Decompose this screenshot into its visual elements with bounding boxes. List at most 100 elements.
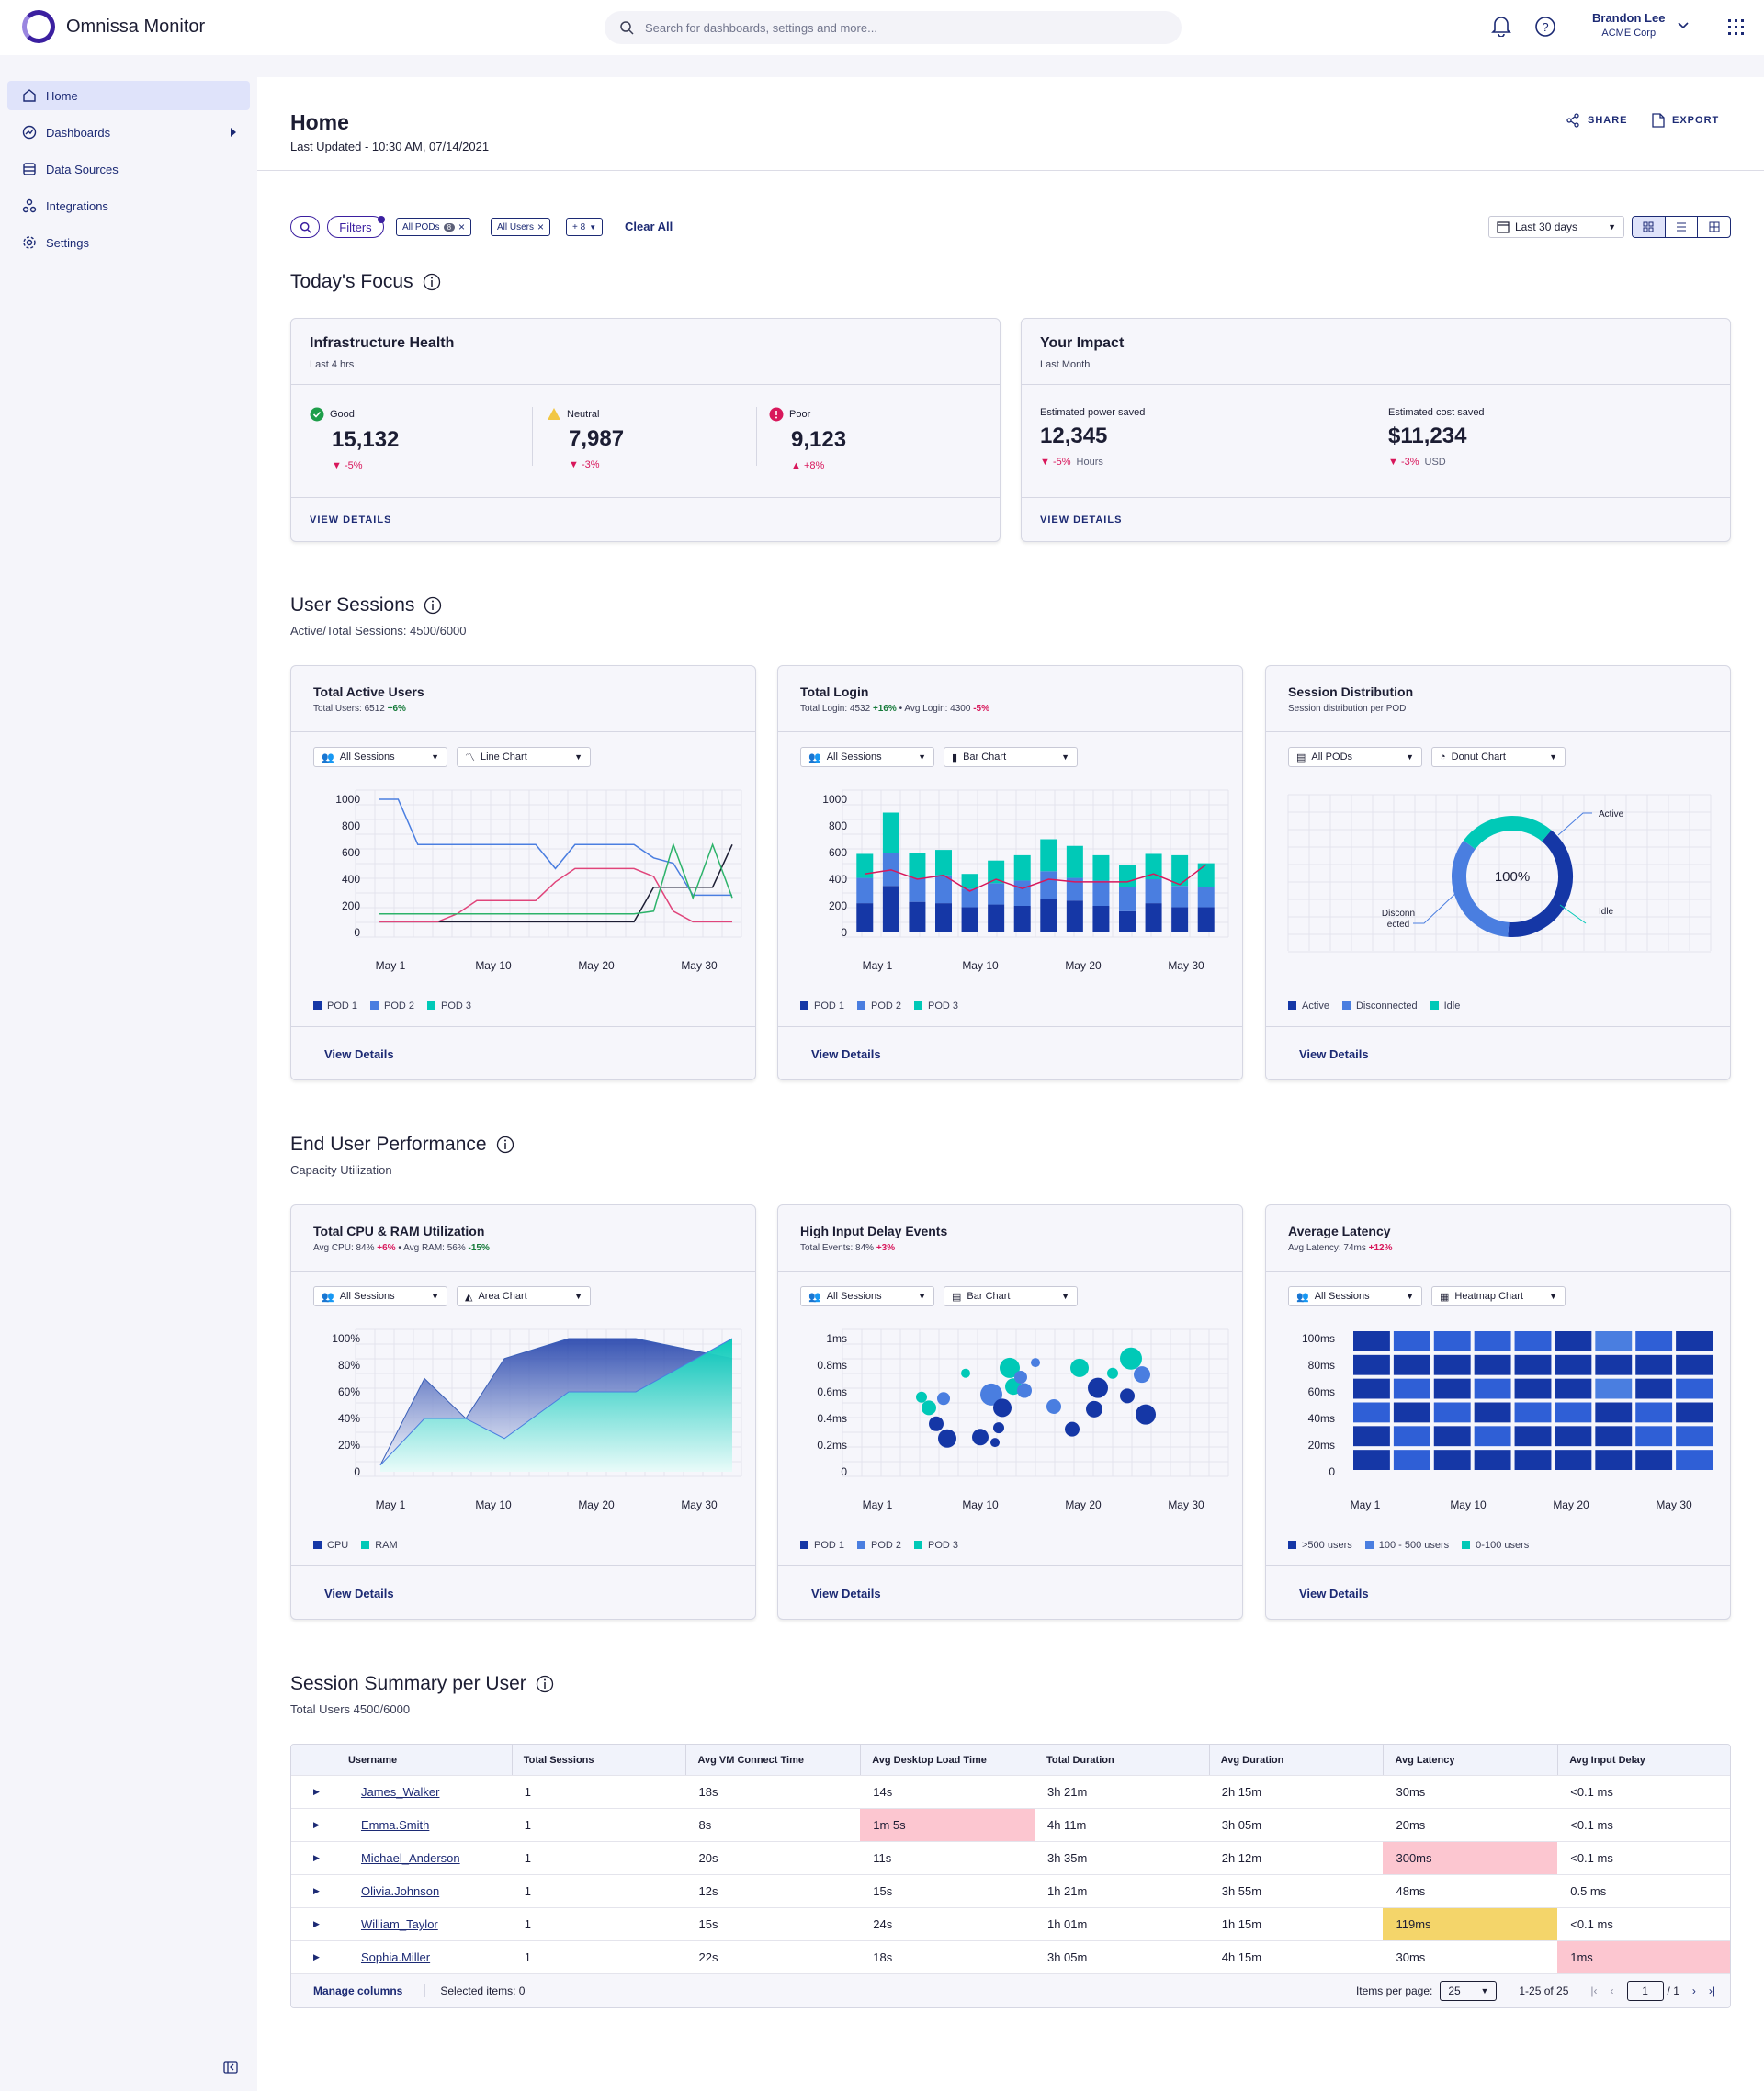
legend-item: 100 - 500 users bbox=[1364, 1540, 1449, 1551]
user-menu[interactable]: Brandon Lee ACME Corp bbox=[1592, 11, 1665, 39]
last-page-icon[interactable]: ›| bbox=[1708, 1984, 1715, 1997]
username-link[interactable]: Sophia.Miller bbox=[360, 1950, 431, 1964]
info-icon[interactable] bbox=[424, 596, 442, 615]
table-cell: 1 bbox=[524, 1917, 531, 1931]
expand-row-icon[interactable]: ▶ bbox=[313, 1853, 320, 1862]
filter-chip-users[interactable]: All Users × bbox=[491, 218, 551, 236]
list-view-button[interactable] bbox=[1664, 217, 1698, 237]
chart-type-select[interactable]: ◭ Area Chart ▼ bbox=[457, 1286, 591, 1306]
expand-row-icon[interactable]: ▶ bbox=[313, 1820, 320, 1829]
view-details-link[interactable]: View Details bbox=[291, 1565, 755, 1619]
chevron-down-icon[interactable] bbox=[1678, 22, 1689, 29]
expand-row-icon[interactable]: ▶ bbox=[313, 1886, 320, 1895]
table-cell: 14s bbox=[860, 1776, 1035, 1808]
close-icon[interactable]: × bbox=[458, 220, 466, 233]
close-icon[interactable]: × bbox=[537, 220, 545, 233]
manage-columns-link[interactable]: Manage columns bbox=[313, 1984, 403, 1997]
sidebar-item-data-sources[interactable]: Data Sources bbox=[7, 154, 250, 184]
page-input[interactable]: 1 bbox=[1626, 1981, 1664, 2001]
username-link[interactable]: Emma.Smith bbox=[360, 1818, 430, 1832]
chart-type-select[interactable]: ▮ Bar Chart ▼ bbox=[944, 747, 1078, 767]
prev-page-icon[interactable]: ‹ bbox=[1610, 1984, 1614, 1997]
bar-segment bbox=[1013, 854, 1031, 881]
scatter-point bbox=[980, 1383, 1002, 1406]
username-link[interactable]: Michael_Anderson bbox=[360, 1851, 460, 1865]
sidebar-item-integrations[interactable]: Integrations bbox=[7, 191, 250, 220]
table-row[interactable]: ▶ Sophia.Miller 1 22s 18s 3h 05m 4h 15m 30ms 1ms bbox=[291, 1941, 1730, 1974]
sessions-select[interactable]: 👥 All Sessions ▼ bbox=[800, 1286, 934, 1306]
date-range-select[interactable]: Last 30 days ▼ bbox=[1488, 216, 1624, 238]
app-logo[interactable]: Omnissa Monitor bbox=[22, 10, 205, 43]
bell-icon[interactable] bbox=[1491, 15, 1511, 37]
username-link[interactable]: Olivia.Johnson bbox=[360, 1884, 440, 1898]
info-icon[interactable] bbox=[496, 1136, 514, 1154]
expand-row-icon[interactable]: ▶ bbox=[313, 1787, 320, 1796]
chart-type-select[interactable]: 〽 Line Chart ▼ bbox=[457, 747, 591, 767]
sessions-select[interactable]: 👥 All Sessions ▼ bbox=[1288, 1286, 1422, 1306]
scatter-point bbox=[938, 1429, 956, 1448]
table-row[interactable]: ▶ Emma.Smith 1 8s 1m 5s 4h 11m 3h 05m 20ms <0.1 … bbox=[291, 1809, 1730, 1842]
clear-all-link[interactable]: Clear All bbox=[625, 220, 673, 233]
view-details-link[interactable]: VIEW DETAILS bbox=[1022, 497, 1730, 541]
grid-view-button[interactable] bbox=[1633, 217, 1665, 237]
pods-select[interactable]: ▤ All PODs ▼ bbox=[1288, 747, 1422, 767]
scatter-point bbox=[1014, 1371, 1027, 1385]
info-icon[interactable] bbox=[423, 273, 441, 291]
items-per-page-select[interactable]: 25 ▼ bbox=[1440, 1981, 1498, 2001]
column-header[interactable]: Avg Input Delay bbox=[1557, 1745, 1730, 1775]
filters-button[interactable]: Filters bbox=[327, 216, 384, 238]
chart-type-select[interactable]: ◔ Donut Chart ▼ bbox=[1431, 747, 1566, 767]
username-link[interactable]: James_Walker bbox=[360, 1785, 440, 1799]
heatmap-cell bbox=[1353, 1331, 1390, 1351]
sidebar-item-settings[interactable]: Settings bbox=[7, 228, 250, 257]
sessions-select[interactable]: 👥 All Sessions ▼ bbox=[800, 747, 934, 767]
table-row[interactable]: ▶ William_Taylor 1 15s 24s 1h 01m 1h 15m 119ms <… bbox=[291, 1908, 1730, 1941]
filter-search-button[interactable] bbox=[290, 216, 320, 238]
table-row[interactable]: ▶ Michael_Anderson 1 20s 11s 3h 35m 2h 12m 300m… bbox=[291, 1842, 1730, 1875]
table-cell: 1 bbox=[524, 1950, 531, 1964]
column-header[interactable]: Avg Desktop Load Time bbox=[860, 1745, 1035, 1775]
column-header[interactable]: Total Duration bbox=[1034, 1745, 1209, 1775]
collapse-sidebar-icon[interactable] bbox=[223, 2061, 238, 2074]
view-details-link[interactable]: View Details bbox=[778, 1026, 1242, 1079]
view-details-link[interactable]: View Details bbox=[778, 1565, 1242, 1619]
column-header[interactable]: Total Sessions bbox=[511, 1745, 686, 1775]
chart-type-select[interactable]: ▦ Heatmap Chart ▼ bbox=[1431, 1286, 1566, 1306]
app-grid-icon[interactable] bbox=[1727, 18, 1746, 37]
table-view-button[interactable] bbox=[1697, 217, 1730, 237]
table-row[interactable]: ▶ Olivia.Johnson 1 12s 15s 1h 21m 3h 55m 48ms 0.… bbox=[291, 1875, 1730, 1908]
table-cell: Michael_Anderson bbox=[337, 1842, 512, 1874]
info-icon[interactable] bbox=[536, 1675, 554, 1693]
expand-row-icon[interactable]: ▶ bbox=[313, 1952, 320, 1961]
global-search[interactable] bbox=[605, 11, 1182, 44]
card-header: Total Active Users Total Users: 6512 +6% bbox=[291, 666, 755, 732]
legend-label: POD 2 bbox=[871, 1540, 902, 1551]
share-button[interactable]: SHARE bbox=[1566, 113, 1628, 128]
view-details-link[interactable]: View Details bbox=[291, 1026, 755, 1079]
y-tick-label: 200 bbox=[342, 899, 360, 912]
chevron-right-icon[interactable] bbox=[230, 128, 237, 137]
username-link[interactable]: William_Taylor bbox=[360, 1917, 438, 1931]
column-header[interactable]: Avg Latency bbox=[1383, 1745, 1557, 1775]
table-row[interactable]: ▶ James_Walker 1 18s 14s 3h 21m 2h 15m 30ms <0.1… bbox=[291, 1776, 1730, 1809]
first-page-icon[interactable]: |‹ bbox=[1590, 1984, 1598, 1997]
sessions-select[interactable]: 👥 All Sessions ▼ bbox=[313, 1286, 447, 1306]
view-details-link[interactable]: View Details bbox=[1266, 1026, 1730, 1079]
expand-row-icon[interactable]: ▶ bbox=[313, 1919, 320, 1928]
filter-chip-pods[interactable]: All PODs 8 × bbox=[396, 218, 472, 236]
sessions-select[interactable]: 👥 All Sessions ▼ bbox=[313, 747, 447, 767]
column-header[interactable]: Avg VM Connect Time bbox=[685, 1745, 860, 1775]
more-filters-chip[interactable]: + 8 ▼ bbox=[566, 218, 604, 236]
help-icon[interactable]: ? bbox=[1534, 16, 1556, 38]
chart-type-select[interactable]: ▤ Bar Chart ▼ bbox=[944, 1286, 1078, 1306]
next-page-icon[interactable]: › bbox=[1691, 1984, 1696, 1997]
view-details-link[interactable]: View Details bbox=[1266, 1565, 1730, 1619]
sidebar-item-dashboards[interactable]: Dashboards bbox=[7, 118, 250, 147]
export-button[interactable]: EXPORT bbox=[1652, 113, 1719, 128]
sidebar-item-home[interactable]: Home bbox=[7, 81, 250, 110]
view-details-link[interactable]: VIEW DETAILS bbox=[291, 497, 1000, 541]
y-tick-label: 800 bbox=[342, 819, 360, 832]
search-input[interactable] bbox=[645, 20, 1141, 35]
column-header[interactable]: Username bbox=[347, 1754, 398, 1766]
column-header[interactable]: Avg Duration bbox=[1208, 1745, 1384, 1775]
